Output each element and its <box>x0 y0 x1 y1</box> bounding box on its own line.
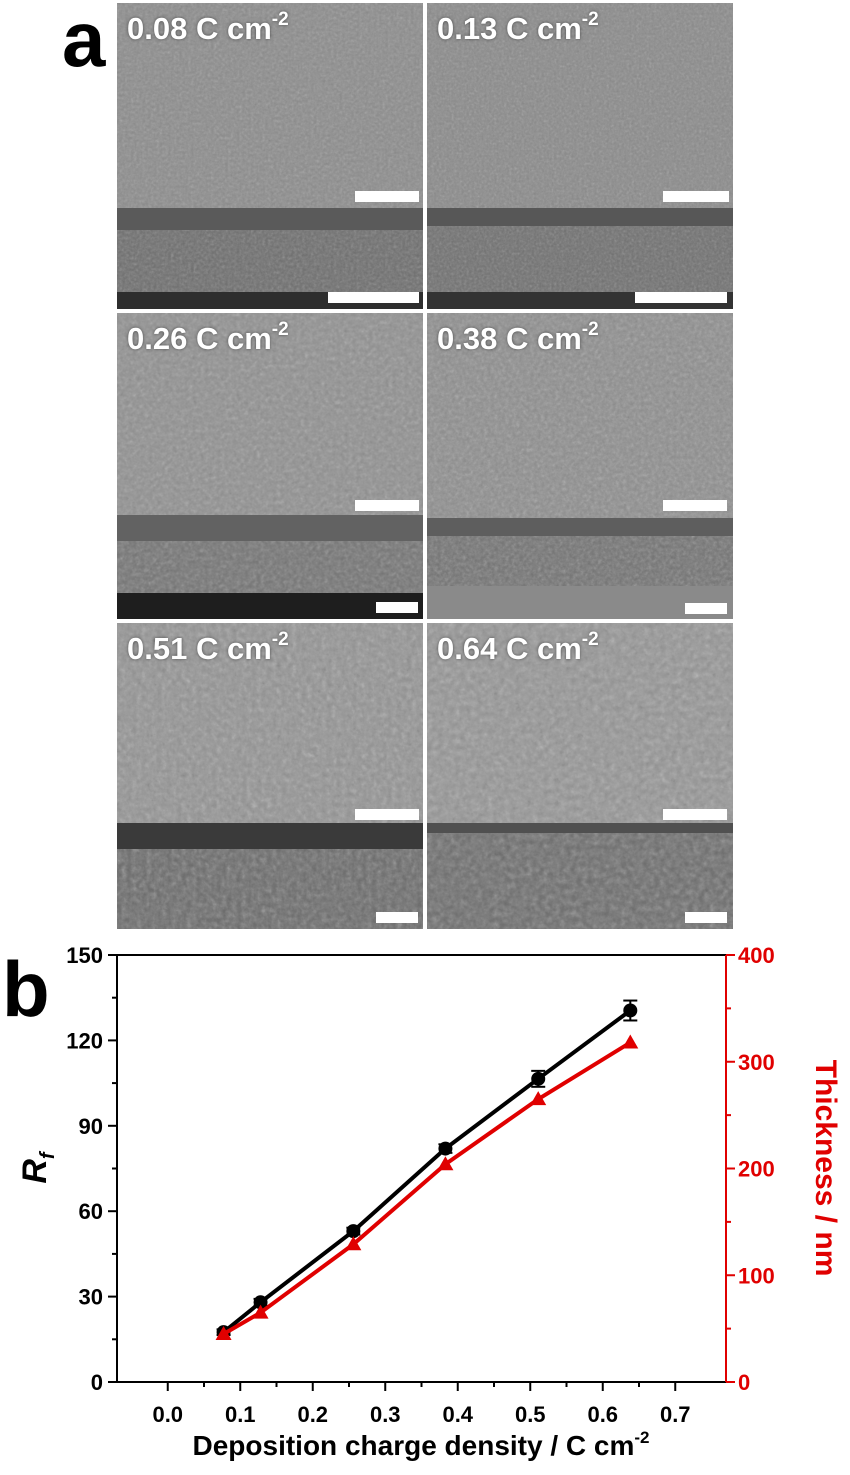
scale-bar-bottom <box>685 603 727 614</box>
y-right-tick-label: 400 <box>738 943 775 968</box>
scale-bar-top <box>663 191 729 202</box>
sem-micrograph-1 <box>117 3 423 309</box>
scale-bar-bottom <box>635 292 727 303</box>
tile-label-3: 0.26 C cm-2 <box>127 319 289 356</box>
y-left-tick-label: 120 <box>66 1028 103 1053</box>
x-axis-label: Deposition charge density / C cm-2 <box>193 1428 650 1461</box>
y-left-tick-label: 60 <box>79 1199 103 1224</box>
tile-label-2: 0.13 C cm-2 <box>437 9 599 46</box>
y-left-axis-label: Rf <box>16 1150 59 1184</box>
y-right-tick-label: 100 <box>738 1263 775 1288</box>
y-right-tick-label: 300 <box>738 1050 775 1075</box>
rf-thickness-chart: 0.0 0.1 0.2 0.3 0.4 0.5 0.6 0.7 0 30 60 90 120 150 0… <box>16 943 842 1461</box>
thickness-point <box>622 1034 639 1049</box>
sem-tile-5: 0.51 C cm-2 <box>117 623 423 929</box>
scale-bar-bottom <box>685 912 727 923</box>
sem-tile-6: 0.64 C cm-2 <box>427 623 733 929</box>
panel-b-letter: b <box>2 945 50 1033</box>
y-left-tick-label: 150 <box>66 943 103 968</box>
thickness-point <box>437 1156 454 1171</box>
y-right-axis: 0 100 200 300 400 <box>725 943 775 1395</box>
scale-bar-top <box>355 809 419 820</box>
rf-series-line <box>222 1008 632 1334</box>
sem-micrograph-3 <box>117 313 423 619</box>
scale-bar-top <box>663 500 727 511</box>
sem-image-grid: 0.08 C cm-2 0.13 C cm-2 <box>117 3 733 929</box>
y-left-axis: 0 30 60 90 120 150 <box>66 943 117 1395</box>
tile-label-6: 0.64 C cm-2 <box>437 629 599 666</box>
sem-micrograph-4 <box>427 313 733 619</box>
sem-tile-2: 0.13 C cm-2 <box>427 3 733 309</box>
scale-bar-bottom <box>376 602 418 613</box>
x-tick-label: 0.4 <box>442 1402 473 1427</box>
sem-tile-4: 0.38 C cm-2 <box>427 313 733 619</box>
thickness-series-line <box>222 1040 632 1336</box>
sem-micrograph-2 <box>427 3 733 309</box>
rf-point <box>438 1141 453 1156</box>
x-tick-label: 0.3 <box>370 1402 401 1427</box>
thickness-point <box>215 1325 232 1340</box>
rf-point <box>623 1003 638 1018</box>
x-tick-label: 0.6 <box>587 1402 618 1427</box>
y-right-tick-label: 0 <box>738 1370 750 1395</box>
scale-bar-bottom <box>328 292 419 303</box>
panel-a-letter: a <box>62 0 106 83</box>
thickness-point <box>345 1236 362 1251</box>
tile-label-5: 0.51 C cm-2 <box>127 629 289 666</box>
sem-tile-1: 0.08 C cm-2 <box>117 3 423 309</box>
sem-micrograph-6 <box>427 623 733 929</box>
tile-label-1: 0.08 C cm-2 <box>127 9 289 46</box>
scale-bar-bottom <box>376 912 418 923</box>
y-right-axis-label: Thickness / nm <box>809 1060 842 1277</box>
sem-micrograph-5 <box>117 623 423 929</box>
thickness-point <box>530 1091 547 1106</box>
x-tick-label: 0.1 <box>225 1402 256 1427</box>
y-left-tick-label: 90 <box>79 1114 103 1139</box>
y-left-tick-label: 30 <box>79 1285 103 1310</box>
rf-point <box>346 1224 361 1239</box>
sem-tile-3: 0.26 C cm-2 <box>117 313 423 619</box>
series-layer <box>215 999 639 1340</box>
y-right-tick-label: 200 <box>738 1157 775 1182</box>
scale-bar-top <box>663 809 727 820</box>
x-tick-label: 0.7 <box>660 1402 691 1427</box>
y-left-tick-label: 0 <box>91 1370 103 1395</box>
scale-bar-top <box>355 191 419 202</box>
tile-label-4: 0.38 C cm-2 <box>437 319 599 356</box>
x-tick-label: 0.5 <box>515 1402 546 1427</box>
thickness-point <box>252 1304 269 1319</box>
rf-point <box>253 1295 268 1310</box>
scale-bar-top <box>355 500 419 511</box>
x-axis: 0.0 0.1 0.2 0.3 0.4 0.5 0.6 0.7 <box>152 1382 691 1427</box>
rf-point <box>531 1071 546 1086</box>
x-tick-label: 0.0 <box>152 1402 183 1427</box>
x-tick-label: 0.2 <box>297 1402 328 1427</box>
